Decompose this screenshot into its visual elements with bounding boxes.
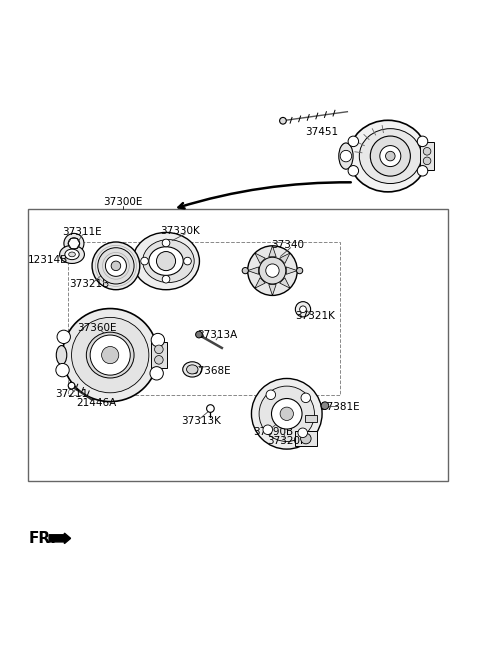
Text: 37300E: 37300E [103,197,143,208]
Circle shape [162,239,170,247]
Polygon shape [280,253,290,264]
Circle shape [206,405,214,412]
Circle shape [348,136,359,146]
Circle shape [259,386,314,441]
Circle shape [248,246,297,296]
Circle shape [252,378,322,449]
Ellipse shape [132,232,199,290]
Ellipse shape [60,245,84,264]
Circle shape [280,117,286,124]
Circle shape [155,345,163,353]
Circle shape [106,255,126,276]
Circle shape [151,333,165,347]
Text: 37330K: 37330K [160,226,200,236]
Text: 37211: 37211 [56,389,89,399]
Ellipse shape [348,120,427,192]
Circle shape [272,398,302,429]
Ellipse shape [62,309,158,402]
Circle shape [417,136,428,146]
Text: 37321K: 37321K [296,311,336,321]
Ellipse shape [149,247,183,275]
Ellipse shape [187,365,198,374]
Text: 37313A: 37313A [197,329,238,340]
Circle shape [263,425,273,434]
Ellipse shape [72,318,149,393]
Circle shape [348,165,359,176]
Text: 21446A: 21446A [77,398,117,408]
Ellipse shape [339,143,353,169]
Text: 37311E: 37311E [62,227,101,238]
Circle shape [300,306,306,312]
Circle shape [301,393,311,402]
Polygon shape [269,284,276,296]
Ellipse shape [242,268,248,273]
Circle shape [90,335,130,375]
FancyArrow shape [49,533,71,544]
Circle shape [380,146,401,167]
Ellipse shape [360,129,421,184]
Ellipse shape [297,268,303,273]
Ellipse shape [65,249,79,260]
Circle shape [417,165,428,176]
Circle shape [423,148,431,155]
Circle shape [184,257,192,265]
Polygon shape [286,267,297,274]
Circle shape [266,264,279,277]
Circle shape [321,402,329,409]
Circle shape [102,346,119,364]
Bar [420,142,434,171]
Circle shape [155,355,163,364]
Polygon shape [280,278,290,288]
Circle shape [370,136,410,176]
Text: 37368E: 37368E [192,367,231,376]
Bar [68,242,340,395]
Text: 37320K: 37320K [267,436,307,447]
Circle shape [266,390,276,400]
Circle shape [385,151,395,161]
Circle shape [196,331,202,338]
Circle shape [68,238,80,249]
Circle shape [150,367,163,380]
Bar [295,431,317,446]
Text: 37340: 37340 [271,240,304,251]
Text: 37381E: 37381E [321,402,360,411]
Text: 37360E: 37360E [77,323,117,333]
Polygon shape [248,267,259,274]
Circle shape [56,363,69,377]
Ellipse shape [183,362,202,377]
Circle shape [300,434,311,444]
Circle shape [280,407,293,421]
Circle shape [298,428,308,437]
Circle shape [259,257,286,284]
Ellipse shape [143,240,194,283]
Circle shape [92,242,140,290]
Circle shape [295,301,311,317]
Circle shape [162,275,170,283]
Circle shape [423,157,431,165]
Text: 37321B: 37321B [70,279,110,290]
Bar [151,342,167,368]
Circle shape [340,150,352,162]
Polygon shape [255,278,265,288]
Text: 12314B: 12314B [28,255,68,265]
Circle shape [111,261,120,271]
Circle shape [64,234,84,253]
Text: FR.: FR. [29,531,57,546]
Circle shape [156,251,176,271]
Text: 37451: 37451 [305,127,339,137]
Text: 37313K: 37313K [181,417,221,426]
Bar [28,208,447,480]
Ellipse shape [86,332,134,378]
Polygon shape [255,253,265,264]
Text: 37390B: 37390B [253,428,293,437]
Ellipse shape [56,346,67,365]
Circle shape [98,248,134,284]
Circle shape [141,257,148,265]
Circle shape [68,382,75,389]
Bar [305,415,317,422]
Circle shape [57,330,71,344]
Ellipse shape [69,252,75,256]
Polygon shape [269,246,276,256]
